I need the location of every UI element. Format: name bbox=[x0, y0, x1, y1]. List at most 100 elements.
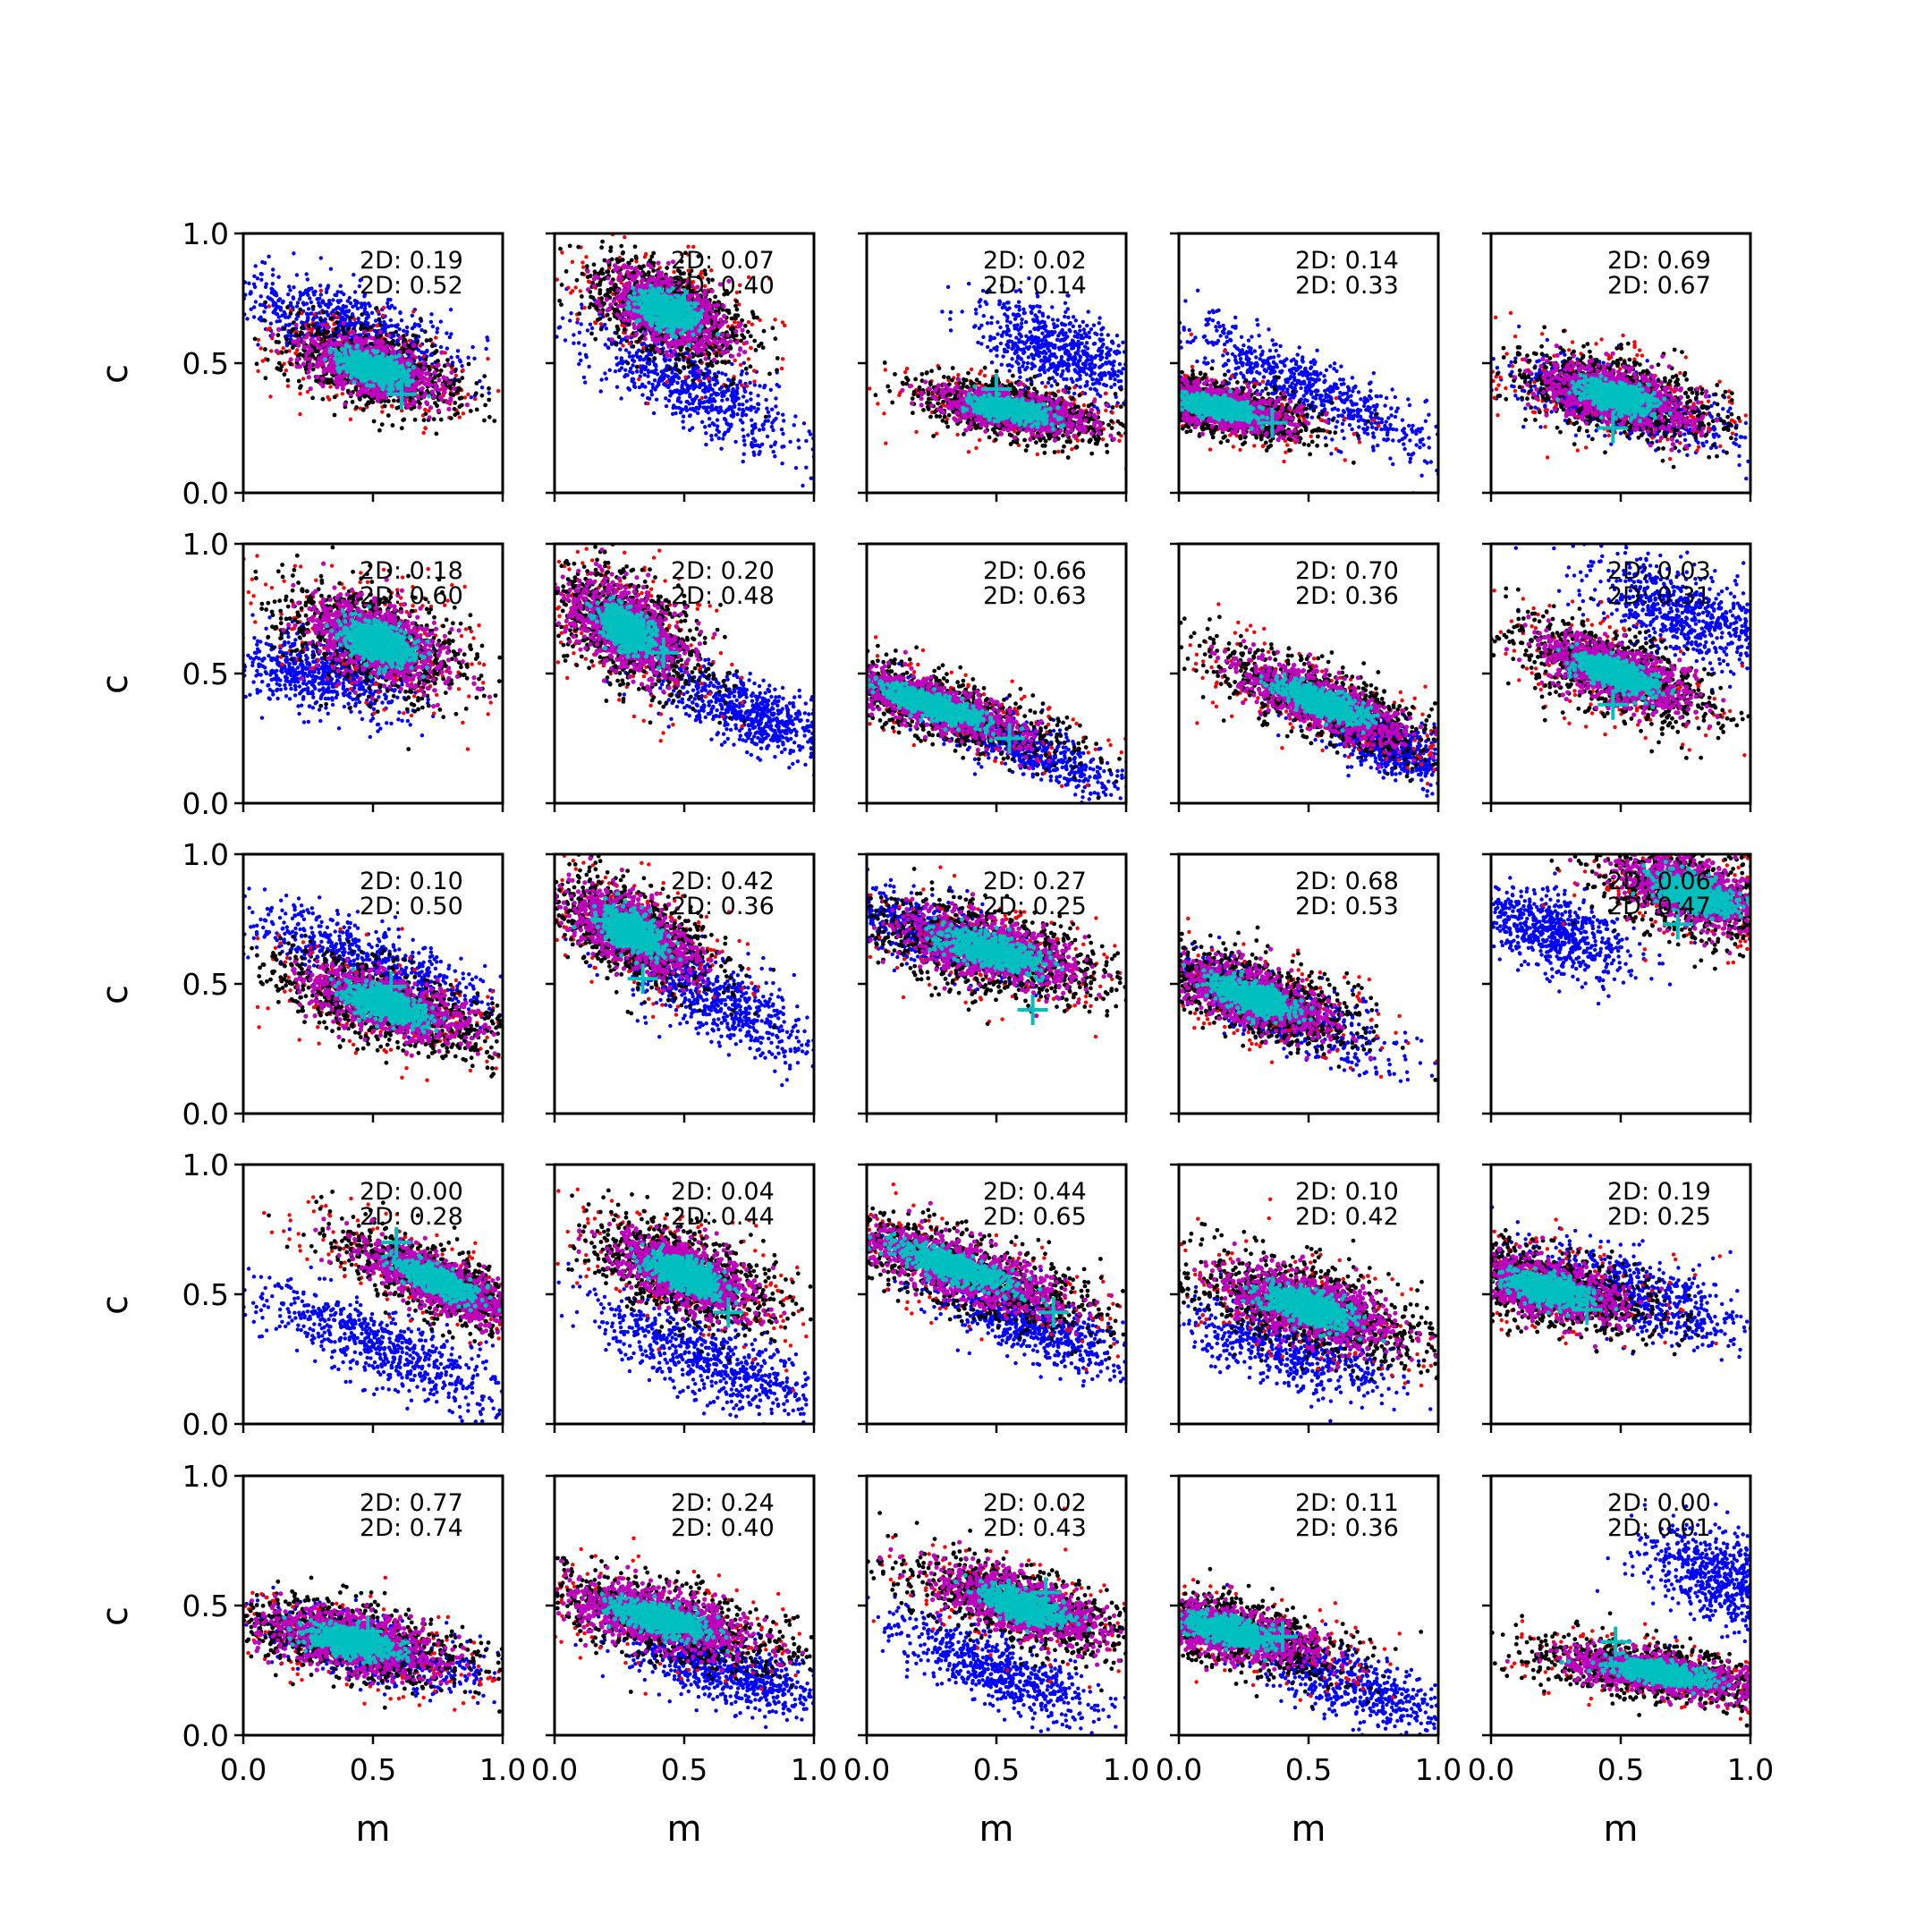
scatter-point bbox=[655, 398, 658, 402]
scatter-point bbox=[322, 348, 326, 352]
scatter-point bbox=[466, 356, 470, 360]
scatter-point bbox=[364, 356, 369, 360]
scatter-point bbox=[697, 378, 700, 382]
scatter-point bbox=[453, 407, 457, 411]
scatter-point bbox=[306, 317, 309, 320]
scatter-point bbox=[582, 343, 586, 347]
scatter-point bbox=[577, 341, 580, 344]
scatter-point bbox=[714, 433, 717, 436]
scatter-point bbox=[741, 435, 745, 438]
scatter-point bbox=[318, 284, 322, 287]
scatter-point bbox=[339, 317, 343, 320]
scatter-point bbox=[349, 316, 353, 320]
scatter-point bbox=[360, 305, 363, 309]
scatter-point bbox=[781, 357, 784, 360]
scatter-point bbox=[284, 316, 287, 319]
scatter-point bbox=[401, 368, 405, 372]
scatter-point bbox=[316, 330, 320, 335]
scatter-point bbox=[355, 343, 360, 348]
scatter-point bbox=[782, 419, 785, 422]
scatter-point bbox=[727, 428, 731, 431]
scatter-point bbox=[571, 260, 574, 264]
scatter-point bbox=[319, 289, 323, 292]
scatter-point bbox=[368, 368, 372, 372]
scatter-point bbox=[264, 376, 268, 380]
scatter-point bbox=[653, 356, 657, 360]
scatter-point bbox=[617, 335, 622, 339]
scatter-point bbox=[352, 318, 356, 321]
scatter-point bbox=[252, 315, 256, 318]
scatter-point bbox=[583, 380, 587, 384]
scatter-point bbox=[400, 426, 404, 430]
scatter-point bbox=[446, 407, 451, 411]
scatter-point bbox=[412, 325, 416, 328]
scatter-point bbox=[640, 350, 645, 354]
panel-annotation: 2D: 0.52 bbox=[360, 272, 463, 300]
scatter-point bbox=[620, 356, 623, 360]
scatter-point bbox=[723, 411, 726, 414]
scatter-point bbox=[295, 273, 299, 276]
scatter-point bbox=[284, 337, 289, 342]
scatter-point bbox=[343, 380, 347, 385]
scatter-point bbox=[733, 403, 736, 407]
scatter-point bbox=[435, 330, 438, 334]
scatter-point bbox=[359, 386, 363, 391]
scatter-point bbox=[774, 396, 777, 400]
scatter-point bbox=[276, 327, 281, 332]
scatter-point bbox=[458, 415, 462, 419]
scatter-point bbox=[617, 369, 621, 372]
scatter-point bbox=[430, 389, 435, 394]
scatter-point bbox=[328, 317, 333, 321]
scatter-point bbox=[801, 484, 804, 487]
scatter-point bbox=[466, 393, 470, 396]
scatter-point bbox=[408, 339, 411, 343]
scatter-point bbox=[586, 328, 589, 332]
scatter-point bbox=[436, 409, 441, 413]
scatter-point bbox=[671, 376, 674, 379]
scatter-point bbox=[447, 380, 452, 385]
scatter-point bbox=[770, 408, 774, 411]
scatter-point bbox=[480, 386, 484, 389]
scatter-point bbox=[634, 255, 639, 259]
scatter-point bbox=[316, 321, 319, 325]
scatter-point bbox=[294, 333, 299, 337]
scatter-point bbox=[734, 334, 739, 338]
scatter-point bbox=[658, 376, 662, 379]
scatter-point bbox=[682, 426, 685, 429]
scatter-point bbox=[381, 314, 385, 318]
scatter-point bbox=[737, 402, 741, 406]
scatter-point bbox=[270, 291, 274, 294]
scatter-point bbox=[299, 330, 303, 335]
scatter-point bbox=[439, 351, 444, 355]
scatter-point bbox=[254, 300, 258, 303]
scatter-point bbox=[347, 344, 352, 349]
scatter-point bbox=[558, 247, 563, 251]
scatter-point bbox=[417, 355, 420, 359]
scatter-point bbox=[647, 369, 650, 372]
scatter-point bbox=[804, 439, 808, 443]
scatter-point bbox=[599, 322, 603, 326]
scatter-point bbox=[272, 309, 275, 313]
scatter-point bbox=[356, 301, 360, 304]
scatter-point bbox=[487, 415, 492, 419]
scatter-point bbox=[284, 350, 289, 354]
scatter-point bbox=[339, 291, 343, 294]
scatter-point bbox=[631, 377, 634, 381]
scatter-point bbox=[398, 327, 402, 331]
scatter-point bbox=[389, 318, 393, 322]
scatter-point bbox=[394, 354, 398, 359]
scatter-point bbox=[398, 311, 402, 315]
scatter-point bbox=[376, 377, 380, 382]
scatter-point bbox=[775, 356, 780, 360]
scatter-point bbox=[356, 307, 360, 310]
scatter-point bbox=[398, 335, 402, 340]
scatter-point bbox=[264, 285, 267, 289]
scatter-point bbox=[439, 418, 444, 422]
scatter-point bbox=[738, 379, 741, 383]
scatter-point bbox=[271, 273, 275, 276]
scatter-point bbox=[582, 306, 586, 309]
scatter-point bbox=[332, 332, 336, 336]
scatter-point bbox=[301, 361, 306, 366]
scatter-point bbox=[788, 440, 792, 444]
scatter-point bbox=[670, 370, 674, 374]
